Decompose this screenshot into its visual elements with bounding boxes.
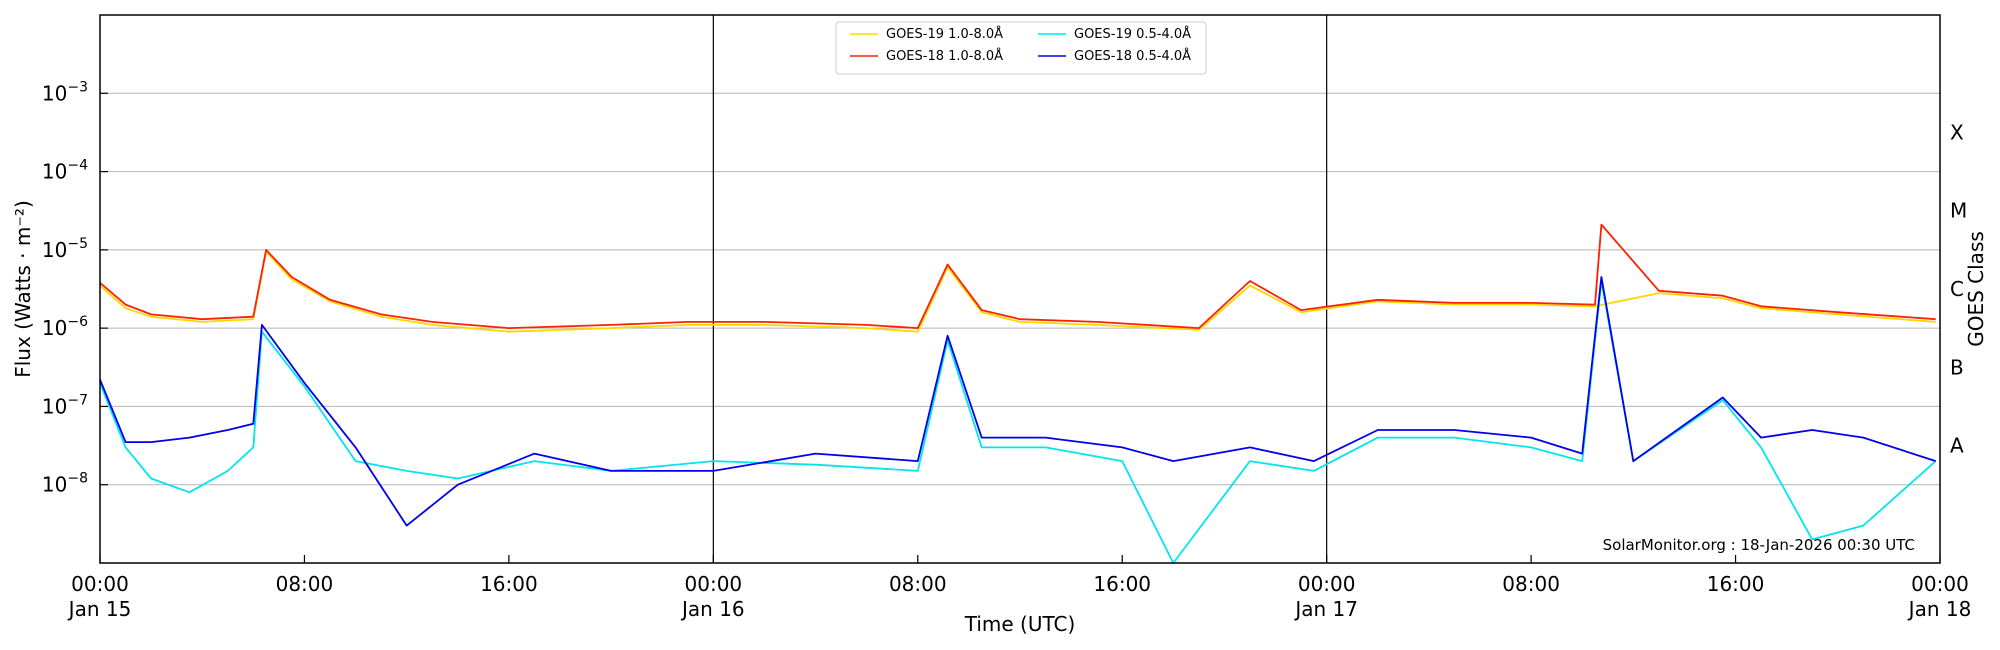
legend-label: GOES-18 1.0-8.0Å <box>886 48 1003 64</box>
x-tick-label: 16:00 <box>1707 572 1765 596</box>
y-axis-ticks: 10−8 10−7 10−6 10−5 10−4 10−3 <box>42 79 108 497</box>
y-tick-label: 10−7 <box>42 392 88 418</box>
data-series <box>99 223 1937 564</box>
goes-class-label: C <box>1950 277 1964 301</box>
y-tick-label: 10−6 <box>42 314 88 340</box>
goes-class-label: X <box>1950 120 1964 144</box>
credit-text: SolarMonitor.org : 18-Jan-2026 00:30 UTC <box>1603 536 1915 554</box>
x-tick-label: 00:00 <box>685 572 743 596</box>
x-tick-date-label: Jan 15 <box>67 597 132 621</box>
legend-label: GOES-18 0.5-4.0Å <box>1074 48 1191 64</box>
y-axis-title: Flux (Watts · m⁻²) <box>11 200 35 378</box>
goes-class-label: A <box>1950 434 1964 458</box>
plot-frame <box>99 14 1941 564</box>
x-tick-label: 16:00 <box>480 572 538 596</box>
goes-class-labels: A B C M X <box>1950 120 1967 457</box>
series-line-2 <box>99 223 1936 330</box>
y-tick-label: 10−4 <box>42 158 88 184</box>
x-tick-date-label: Jan 16 <box>680 597 745 621</box>
x-tick-date-label: Jan 17 <box>1293 597 1358 621</box>
x-tick-label: 16:00 <box>1093 572 1151 596</box>
x-axis-title: Time (UTC) <box>964 612 1076 636</box>
x-tick-label: 08:00 <box>276 572 334 596</box>
y-tick-label: 10−8 <box>42 471 88 497</box>
y-tick-label: 10−3 <box>42 79 88 105</box>
legend-box <box>835 21 1207 75</box>
legend-label: GOES-19 0.5-4.0Å <box>1074 26 1191 42</box>
goes-class-label: B <box>1950 355 1964 379</box>
y2-axis-title: GOES Class <box>1964 231 1988 347</box>
legend-label: GOES-19 1.0-8.0Å <box>886 26 1003 42</box>
x-tick-label: 08:00 <box>889 572 947 596</box>
grid-lines <box>100 92 1940 486</box>
y-tick-label: 10−5 <box>42 236 88 262</box>
x-tick-label: 00:00 <box>1911 572 1969 596</box>
series-line-1 <box>99 250 1936 333</box>
x-tick-label: 00:00 <box>1298 572 1356 596</box>
series-line-4 <box>99 276 1936 527</box>
x-tick-label: 00:00 <box>71 572 129 596</box>
legend: GOES-19 1.0-8.0Å GOES-18 1.0-8.0Å GOES-19 … <box>835 21 1207 75</box>
goes-class-label: M <box>1950 199 1967 223</box>
x-tick-label: 08:00 <box>1502 572 1560 596</box>
x-tick-date-label: Jan 18 <box>1907 597 1972 621</box>
